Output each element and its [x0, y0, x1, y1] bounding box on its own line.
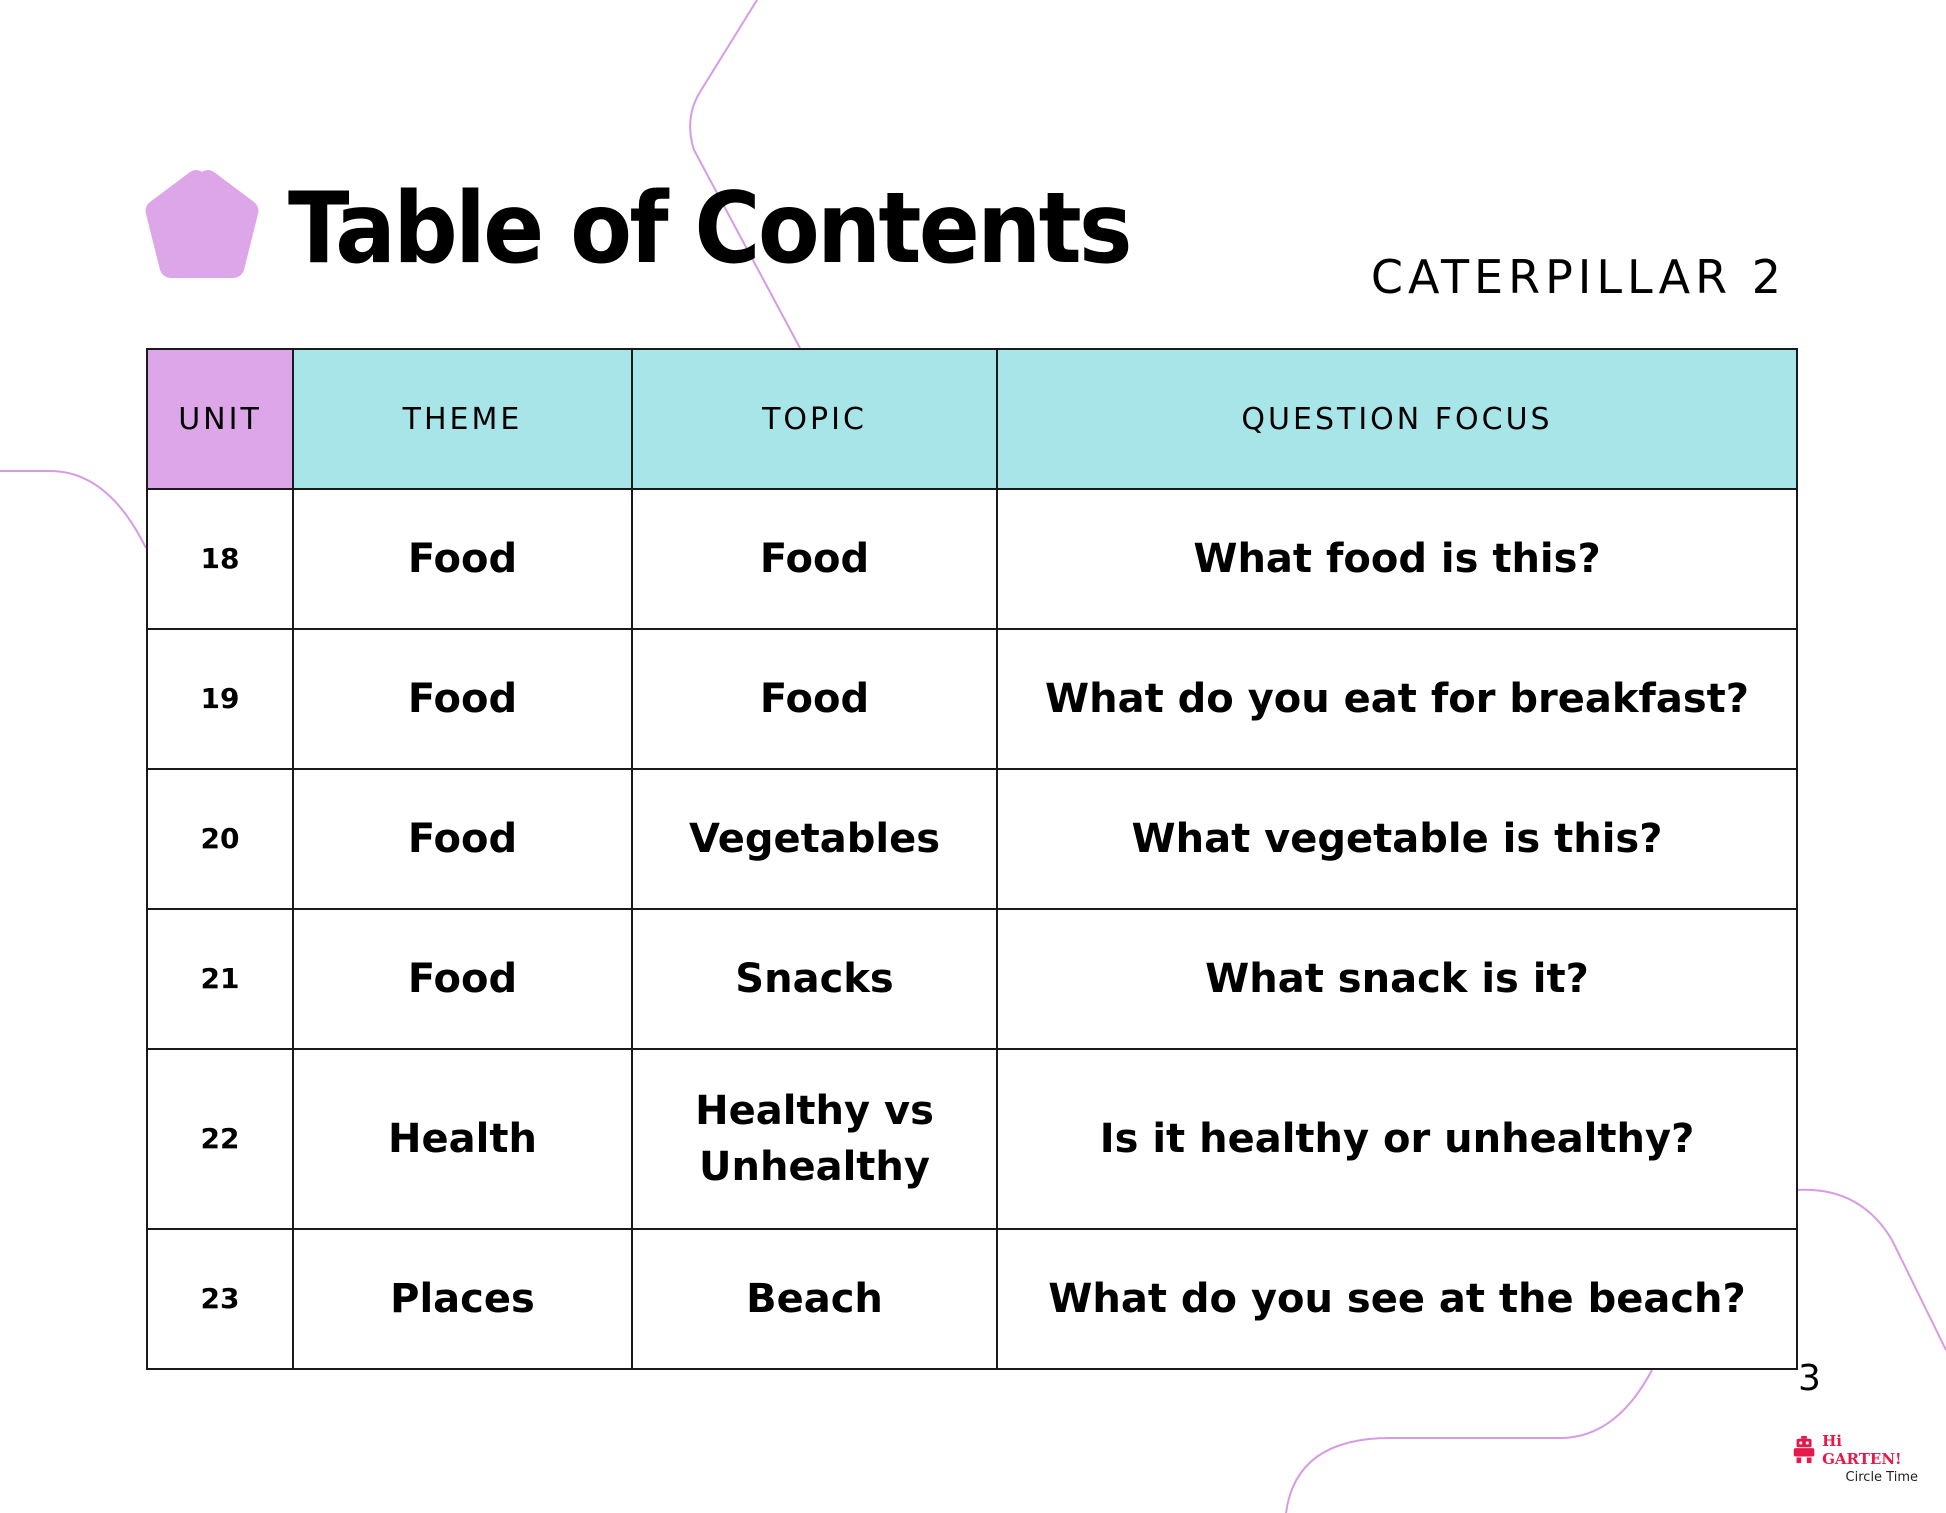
contents-table: UNIT THEME TOPIC QUESTION FOCUS 18 Food … [146, 348, 1798, 1370]
topic-cell: Vegetables [631, 768, 998, 910]
theme-cell: Food [292, 488, 633, 630]
question-cell: Is it healthy or unhealthy? [996, 1048, 1798, 1230]
topic-cell: Food [631, 488, 998, 630]
column-header-unit: UNIT [146, 348, 294, 490]
question-cell: What do you see at the beach? [996, 1228, 1798, 1370]
column-header-question-focus: QUESTION FOCUS [996, 348, 1798, 490]
pentagon-icon [145, 170, 259, 278]
topic-cell: Beach [631, 1228, 998, 1370]
theme-cell: Food [292, 768, 633, 910]
page-number: 3 [1798, 1358, 1821, 1399]
question-cell: What food is this? [996, 488, 1798, 630]
question-cell: What do you eat for breakfast? [996, 628, 1798, 770]
brand-logo: Hi GARTEN! Circle Time [1790, 1432, 1920, 1485]
table-row: 19 Food Food What do you eat for breakfa… [146, 628, 1798, 770]
theme-cell: Food [292, 908, 633, 1050]
theme-cell: Health [292, 1048, 633, 1230]
robot-icon [1793, 1435, 1815, 1464]
topic-cell: Healthy vs Unhealthy [631, 1048, 998, 1230]
theme-cell: Places [292, 1228, 633, 1370]
unit-cell: 19 [146, 628, 294, 770]
table-row: 20 Food Vegetables What vegetable is thi… [146, 768, 1798, 910]
unit-cell: 21 [146, 908, 294, 1050]
table-row: 23 Places Beach What do you see at the b… [146, 1228, 1798, 1370]
unit-cell: 22 [146, 1048, 294, 1230]
topic-cell: Snacks [631, 908, 998, 1050]
logo-subtitle: Circle Time [1845, 1470, 1918, 1485]
question-cell: What vegetable is this? [996, 768, 1798, 910]
table-header-row: UNIT THEME TOPIC QUESTION FOCUS [146, 348, 1798, 490]
page-title: Table of Contents [288, 172, 1133, 286]
table-row: 21 Food Snacks What snack is it? [146, 908, 1798, 1050]
table-row: 18 Food Food What food is this? [146, 488, 1798, 630]
unit-cell: 20 [146, 768, 294, 910]
topic-cell: Food [631, 628, 998, 770]
column-header-topic: TOPIC [631, 348, 998, 490]
table-row: 22 Health Healthy vs Unhealthy Is it hea… [146, 1048, 1798, 1230]
theme-cell: Food [292, 628, 633, 770]
question-cell: What snack is it? [996, 908, 1798, 1050]
logo-brand-text: Hi GARTEN! [1822, 1432, 1902, 1468]
book-subtitle: CATERPILLAR 2 [1370, 250, 1786, 304]
column-header-theme: THEME [292, 348, 633, 490]
unit-cell: 23 [146, 1228, 294, 1370]
unit-cell: 18 [146, 488, 294, 630]
